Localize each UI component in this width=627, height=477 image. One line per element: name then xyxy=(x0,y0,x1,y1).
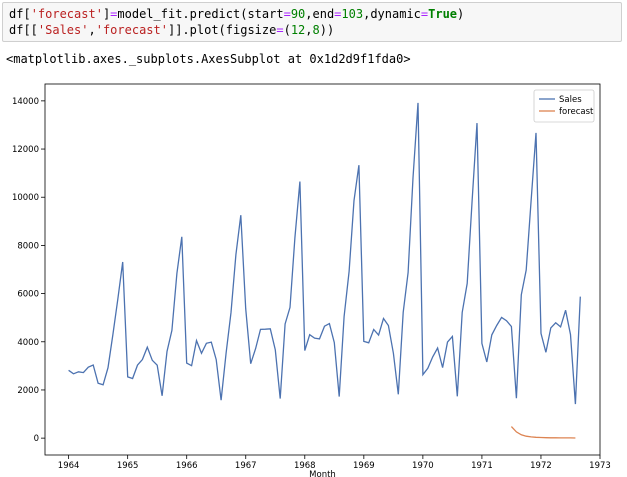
x-axis-label: Month xyxy=(309,470,336,477)
x-tick-label-8: 1972 xyxy=(530,461,552,471)
code-cell[interactable]: df['forecast']=model_fit.predict(start=9… xyxy=(2,2,622,42)
x-tick-label-7: 1971 xyxy=(471,461,493,471)
x-tick-label-5: 1969 xyxy=(353,461,375,471)
x-tick-label-2: 1966 xyxy=(176,461,198,471)
code-line-2: df[['Sales','forecast']].plot(figsize=(1… xyxy=(9,23,335,37)
y-tick-label-7: 14000 xyxy=(12,97,39,107)
series-line-Sales xyxy=(68,102,581,405)
y-tick-label-2: 4000 xyxy=(17,338,39,348)
x-tick-label-0: 1964 xyxy=(58,461,80,471)
x-tick-label-6: 1970 xyxy=(412,461,434,471)
y-tick-label-3: 6000 xyxy=(17,290,39,300)
legend-label-Sales: Sales xyxy=(559,95,582,105)
legend-label-forecast: forecast xyxy=(559,107,594,117)
x-tick-label-4: 1968 xyxy=(294,461,316,471)
x-tick-label-9: 1973 xyxy=(589,461,611,471)
legend-box xyxy=(533,89,595,123)
x-tick-label-3: 1967 xyxy=(235,461,257,471)
y-tick-label-5: 10000 xyxy=(12,193,39,203)
x-tick-label-1: 1965 xyxy=(117,461,139,471)
code-line-1: df['forecast']=model_fit.predict(start=9… xyxy=(9,7,465,21)
plot-frame xyxy=(44,83,601,456)
output-repr: <matplotlib.axes._subplots.AxesSubplot a… xyxy=(6,52,411,66)
legend: Sales forecast xyxy=(533,89,595,123)
y-tick-label-6: 12000 xyxy=(12,145,39,155)
series-line-forecast xyxy=(510,426,576,439)
y-tick-label-1: 2000 xyxy=(17,386,39,396)
y-tick-label-0: 0 xyxy=(34,434,39,444)
y-tick-label-4: 8000 xyxy=(17,241,39,251)
